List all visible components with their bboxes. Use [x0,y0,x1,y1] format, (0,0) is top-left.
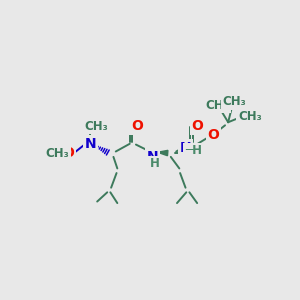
Polygon shape [158,150,168,156]
Text: CH₃: CH₃ [206,99,229,112]
Text: O: O [63,146,74,160]
Text: O: O [208,128,219,142]
Text: N: N [146,150,158,164]
Text: N: N [180,141,191,155]
Text: ─H: ─H [185,144,202,157]
Text: O: O [131,119,142,133]
Text: CH₃: CH₃ [46,146,70,160]
Text: H: H [150,157,160,170]
Text: CH₃: CH₃ [85,120,108,133]
Text: CH₃: CH₃ [238,110,262,123]
Text: CH₃: CH₃ [223,95,246,108]
Text: O: O [191,119,203,133]
Text: N: N [84,137,96,151]
